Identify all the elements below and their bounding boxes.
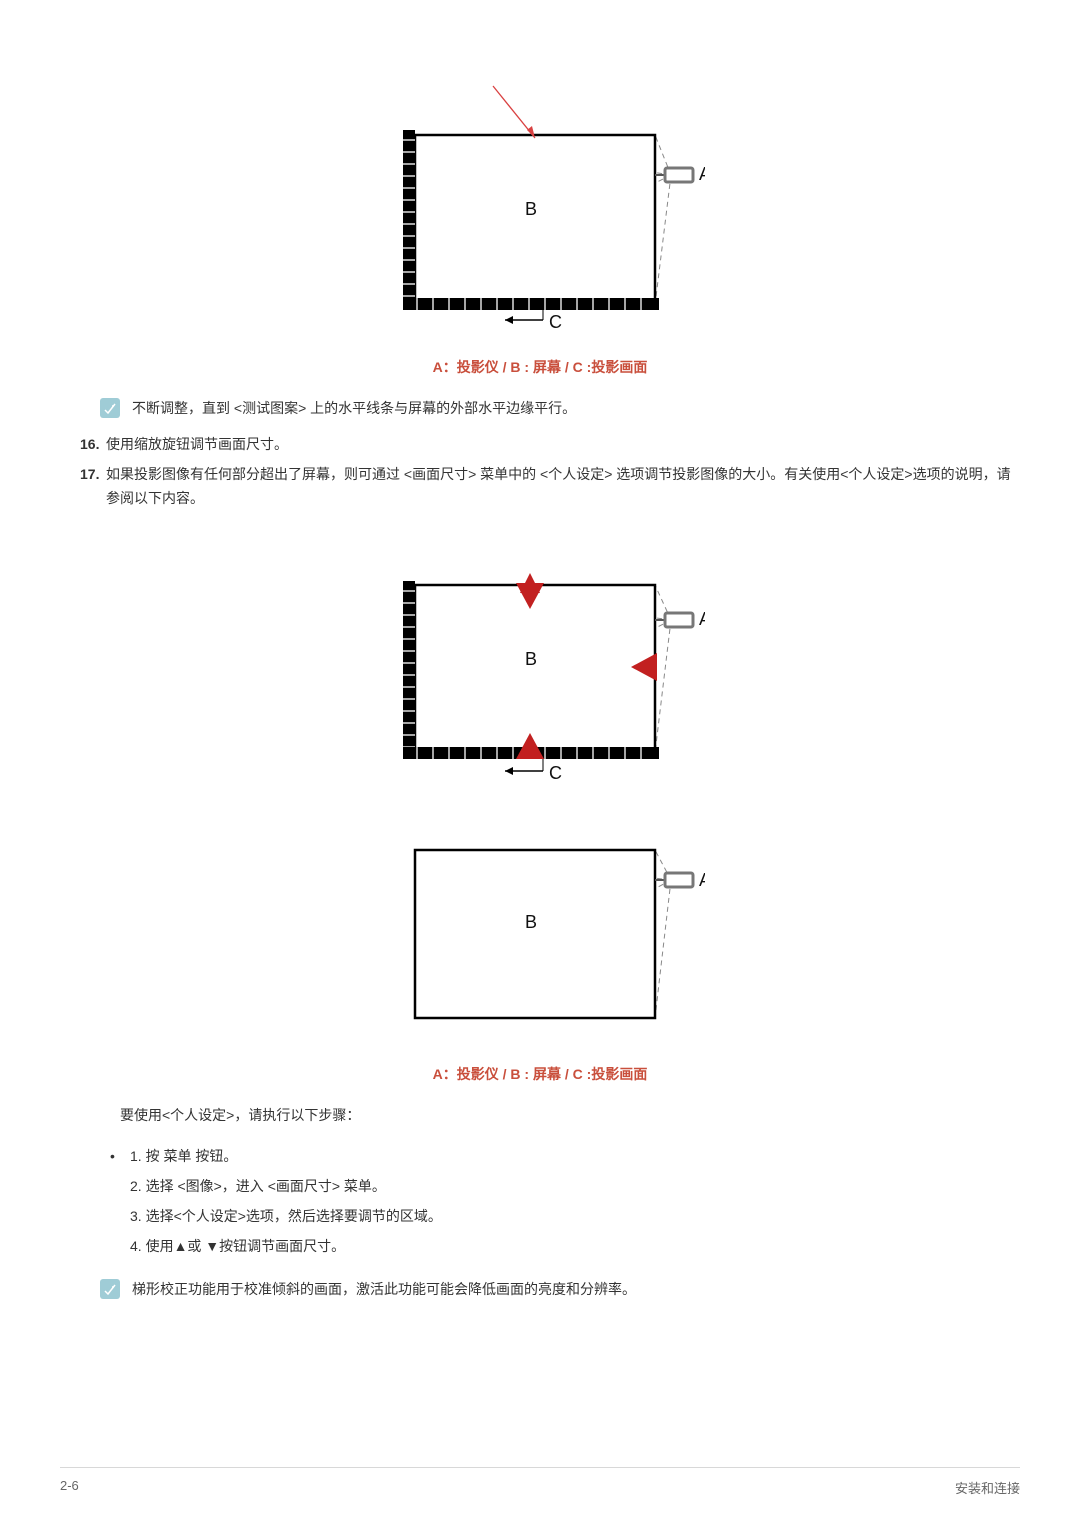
page-content: A B C A：投影仪 / B : 屏幕 / C :投影画面 不断调整，直到 <… <box>60 80 1020 1300</box>
label-C: C <box>549 312 562 332</box>
sub-steps: • 1. 按 菜单 按钮。 2. 选择 <图像>，进入 <画面尺寸> 菜单。 3… <box>106 1142 1020 1260</box>
note2-row: 梯形校正功能用于校准倾斜的画面，激活此功能可能会降低画面的亮度和分辨率。 <box>100 1278 1020 1300</box>
diagram1: A B C <box>375 80 705 343</box>
svg-text:B: B <box>525 912 537 932</box>
step16-num: 16. <box>80 433 106 457</box>
sub-item-1: 1. 按 菜单 按钮。 <box>130 1142 237 1170</box>
label-B: B <box>525 199 537 219</box>
footer-section: 安装和连接 <box>955 1478 1020 1497</box>
diagram2: A B C <box>375 545 705 798</box>
note2-text: 梯形校正功能用于校准倾斜的画面，激活此功能可能会降低画面的亮度和分辨率。 <box>132 1278 636 1300</box>
note1-row: 不断调整，直到 <测试图案> 上的水平线条与屏幕的外部水平边缘平行。 <box>100 397 1020 419</box>
intro: 要使用<个人设定>，请执行以下步骤： <box>120 1104 1020 1128</box>
diagram3: A B <box>375 820 705 1038</box>
step16: 16. 使用缩放旋钮调节画面尺寸。 <box>80 433 1020 457</box>
list-item: • 1. 按 菜单 按钮。 <box>106 1142 1020 1170</box>
note-icon <box>100 398 120 418</box>
diagram1-wrap: A B C <box>60 80 1020 343</box>
sub-item-4: 4. 使用▲或 ▼按钮调节画面尺寸。 <box>130 1232 345 1260</box>
step17-body: 如果投影图像有任何部分超出了屏幕，则可通过 <画面尺寸> 菜单中的 <个人设定>… <box>106 463 1020 511</box>
page-footer: 2-6 安装和连接 <box>60 1467 1020 1497</box>
step17-num: 17. <box>80 463 106 487</box>
sub-item-3: 3. 选择<个人设定>选项，然后选择要调节的区域。 <box>130 1202 442 1230</box>
step17: 17. 如果投影图像有任何部分超出了屏幕，则可通过 <画面尺寸> 菜单中的 <个… <box>80 463 1020 511</box>
svg-text:A: A <box>699 609 705 629</box>
note-icon <box>100 1279 120 1299</box>
svg-text:C: C <box>549 763 562 783</box>
footer-page-num: 2-6 <box>60 1478 79 1497</box>
step16-body: 使用缩放旋钮调节画面尺寸。 <box>106 433 1020 457</box>
list-item: 3. 选择<个人设定>选项，然后选择要调节的区域。 <box>106 1202 1020 1230</box>
caption1: A：投影仪 / B : 屏幕 / C :投影画面 <box>60 357 1020 377</box>
bullet-icon: • <box>106 1142 130 1170</box>
diagram2-wrap: A B C <box>60 545 1020 798</box>
svg-text:A: A <box>699 870 705 890</box>
list-item: 4. 使用▲或 ▼按钮调节画面尺寸。 <box>106 1232 1020 1260</box>
svg-text:B: B <box>525 649 537 669</box>
note1-text: 不断调整，直到 <测试图案> 上的水平线条与屏幕的外部水平边缘平行。 <box>132 397 576 419</box>
list-item: 2. 选择 <图像>，进入 <画面尺寸> 菜单。 <box>106 1172 1020 1200</box>
sub-item-2: 2. 选择 <图像>，进入 <画面尺寸> 菜单。 <box>130 1172 386 1200</box>
label-A: A <box>699 164 705 184</box>
caption2: A：投影仪 / B : 屏幕 / C :投影画面 <box>60 1064 1020 1084</box>
diagram3-wrap: A B <box>60 820 1020 1038</box>
